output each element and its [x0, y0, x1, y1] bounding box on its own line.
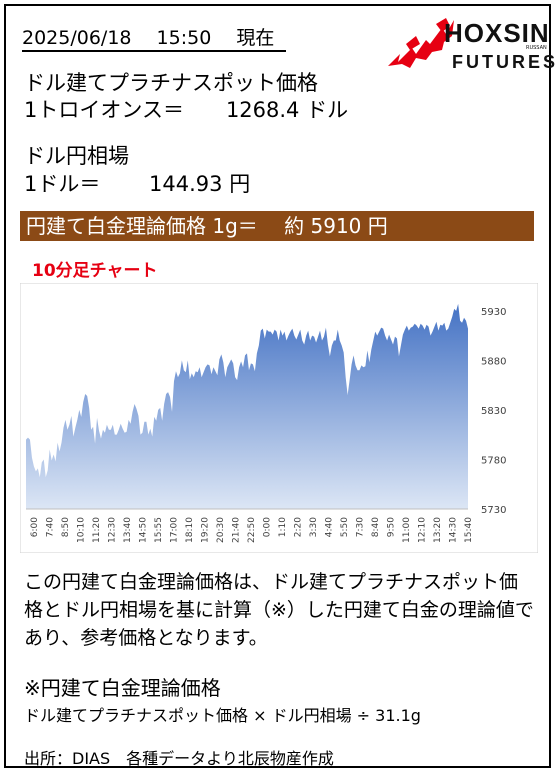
- x-tick-label: 9:50: [387, 517, 397, 537]
- y-tick-label: 5730: [481, 505, 506, 516]
- price-chart: 5730 5780 5830 5880 5930 6:00 7:40 8:50 10:10 11…: [20, 283, 538, 553]
- x-tick-label: 1:10: [278, 517, 288, 537]
- x-tick-label: 7:30: [356, 517, 366, 537]
- x-tick-label: 7:40: [46, 517, 56, 537]
- x-tick-label: 19:20: [201, 517, 211, 543]
- logo-tag: RUSSAN: [526, 45, 547, 51]
- x-tick-label: 4:40: [325, 517, 335, 537]
- x-tick-label: 10:10: [77, 517, 87, 543]
- x-tick-label: 17:00: [170, 517, 180, 543]
- formula-text: ドル建てプラチナスポット価格 × ドル円相場 ÷ 31.1g: [24, 706, 421, 725]
- x-tick-label: 14:30: [449, 517, 459, 543]
- platinum-value: 1トロイオンス＝ 1268.4 ドル: [24, 98, 349, 122]
- y-tick-label: 5780: [481, 455, 506, 466]
- x-tick-label: 13:40: [123, 517, 133, 543]
- x-tick-label: 0:00: [263, 517, 273, 537]
- x-tick-label: 14:50: [139, 517, 149, 543]
- fx-label: ドル円相場: [24, 144, 129, 168]
- x-tick-label: 15:55: [154, 517, 164, 543]
- x-tick-label: 11:00: [402, 517, 412, 543]
- x-tick-label: 18:10: [185, 517, 195, 543]
- fx-value: 1ドル＝ 144.93 円: [24, 172, 251, 196]
- x-tick-label: 20:30: [216, 517, 226, 543]
- y-tick-label: 5830: [481, 406, 506, 417]
- x-tick-label: 8:50: [61, 517, 71, 537]
- y-tick-label: 5930: [481, 307, 506, 318]
- logo-sub: FUTURES: [452, 52, 557, 72]
- x-tick-label: 21:40: [232, 517, 242, 543]
- theoretical-price-bar: 円建て白金理論価格 1g＝ 約 5910 円: [20, 211, 534, 241]
- x-tick-label: 13:20: [433, 517, 443, 543]
- infographic-frame: [4, 4, 551, 768]
- source-note: 出所：DIAS 各種データより北辰物産作成: [24, 749, 334, 768]
- x-tick-label: 22:50: [247, 517, 257, 543]
- as-of-datetime: 2025/06/18 15:50 現在: [22, 26, 287, 52]
- x-tick-label: 8:40: [371, 517, 381, 537]
- hoxsin-futures-logo: HOXSIN RUSSAN FUTURES: [386, 14, 555, 72]
- platinum-label: ドル建てプラチナスポット価格: [24, 71, 318, 95]
- x-tick-label: 6:00: [30, 517, 40, 537]
- x-tick-label: 3:30: [309, 517, 319, 537]
- logo-name: HOXSIN: [444, 18, 550, 48]
- formula-title: ※円建て白金理論価格: [24, 676, 221, 700]
- x-tick-label: 2:20: [294, 517, 304, 537]
- x-tick-label: 11:20: [92, 517, 102, 543]
- x-tick-label: 15:40: [464, 517, 474, 543]
- description-text: この円建て白金理論価格は、ドル建てプラチナスポット価格とドル円相場を基に計算（※…: [24, 571, 534, 649]
- y-tick-label: 5880: [481, 356, 506, 367]
- logo-mark-icon: [388, 18, 454, 68]
- chart-title: 10分足チャート: [32, 261, 158, 281]
- x-tick-label: 12:30: [108, 517, 118, 543]
- x-tick-label: 12:10: [418, 517, 428, 543]
- price-area-series: [26, 303, 468, 509]
- x-tick-label: 5:50: [340, 517, 350, 537]
